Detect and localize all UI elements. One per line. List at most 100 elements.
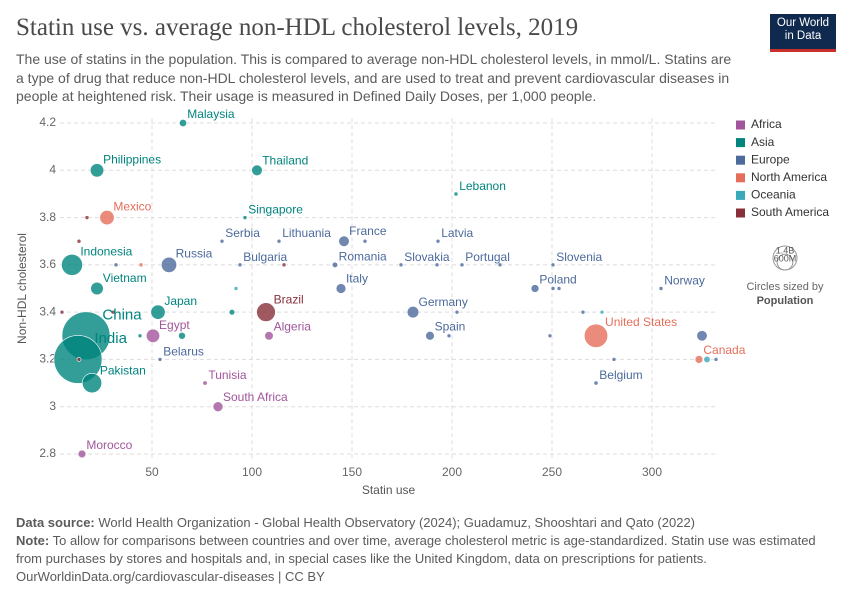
point-label: Russia xyxy=(176,246,213,260)
size-legend-variable: Population xyxy=(757,295,814,307)
point xyxy=(99,210,115,226)
legend-label: Oceania xyxy=(751,188,796,202)
legend-swatch xyxy=(736,190,745,200)
y-tick-label: 3.2 xyxy=(39,352,56,366)
point-label: Malaysia xyxy=(187,107,235,121)
chart: 2.8 3 3.2 3.4 3.6 3.8 4 4.2 50 100 150 200 250 300 Sta… xyxy=(15,107,829,497)
point xyxy=(256,302,276,322)
point xyxy=(446,333,452,339)
point-label: United States xyxy=(605,315,677,329)
point xyxy=(593,380,599,386)
x-tick-label: 200 xyxy=(442,465,462,479)
point-label: Norway xyxy=(664,273,705,287)
point-label: Romania xyxy=(339,249,387,263)
point xyxy=(454,309,460,315)
legend-swatch xyxy=(736,173,745,183)
source-label: Data source: xyxy=(16,515,95,530)
point-label: Portugal xyxy=(465,250,510,264)
point xyxy=(580,309,586,315)
point xyxy=(233,286,239,291)
y-tick-label: 3.4 xyxy=(39,304,56,318)
point xyxy=(599,309,605,315)
legend-label: South America xyxy=(751,205,829,219)
point-label: Morocco xyxy=(86,438,132,452)
point-label: China xyxy=(102,306,142,323)
point-label: Bulgaria xyxy=(243,250,287,264)
x-tick-label: 100 xyxy=(242,465,262,479)
point-label: Tunisia xyxy=(208,368,247,382)
point-label: Philippines xyxy=(103,152,161,166)
point-label: Mexico xyxy=(113,199,151,213)
point xyxy=(89,163,105,178)
logo[interactable]: Our World in Data xyxy=(770,14,836,52)
footer: Data source: World Health Organization -… xyxy=(16,514,836,586)
x-tick-label: 250 xyxy=(542,465,562,479)
y-tick-label: 4.2 xyxy=(39,115,56,129)
point xyxy=(178,331,186,340)
point xyxy=(398,262,404,268)
source: Data source: World Health Organization -… xyxy=(16,514,836,532)
point-label: Spain xyxy=(435,319,466,333)
point-label: Vietnam xyxy=(103,271,147,285)
point xyxy=(145,328,161,343)
point-label: Slovenia xyxy=(556,250,602,264)
url[interactable]: OurWorldinData.org/cardiovascular-diseas… xyxy=(16,569,325,584)
point xyxy=(77,449,87,459)
point-label: Lithuania xyxy=(282,226,331,240)
point xyxy=(76,238,82,244)
point-label: Canada xyxy=(703,343,745,357)
point xyxy=(703,355,711,363)
legend-swatch xyxy=(736,120,745,130)
point xyxy=(113,262,119,268)
point xyxy=(547,333,553,339)
point xyxy=(497,262,503,268)
legend-label: Africa xyxy=(751,117,782,131)
size-legend-title: Circles sized by xyxy=(746,281,824,293)
point xyxy=(425,331,435,341)
point xyxy=(228,308,236,316)
point-label: Poland xyxy=(539,272,576,286)
note-label: Note: xyxy=(16,533,50,548)
point xyxy=(453,191,459,197)
x-tick-label: 150 xyxy=(342,465,362,479)
point xyxy=(202,380,208,386)
point xyxy=(406,305,420,319)
point-label: Indonesia xyxy=(80,245,132,259)
size-legend-label: 1.4B xyxy=(776,245,795,255)
point-label: Pakistan xyxy=(100,363,146,377)
point xyxy=(434,262,440,268)
note: Note: To allow for comparisons between c… xyxy=(16,532,836,568)
point xyxy=(81,373,103,394)
point-label: Latvia xyxy=(441,226,473,240)
legend-label: Asia xyxy=(751,135,775,149)
y-tick-label: 3 xyxy=(49,399,56,413)
point-label: Singapore xyxy=(248,203,303,217)
x-tick-label: 300 xyxy=(642,465,662,479)
chart-subtitle: The use of statins in the population. Th… xyxy=(16,51,732,104)
y-tick-label: 3.6 xyxy=(39,257,56,271)
point xyxy=(110,309,116,315)
point xyxy=(276,238,282,244)
point xyxy=(219,238,225,244)
point xyxy=(150,304,166,320)
point-label: France xyxy=(349,224,387,238)
point xyxy=(76,357,82,362)
point xyxy=(90,281,104,296)
point xyxy=(583,323,609,348)
point xyxy=(435,238,441,244)
point-label: Brazil xyxy=(274,293,304,307)
point xyxy=(550,286,556,291)
point-label: Serbia xyxy=(225,226,260,240)
point xyxy=(242,215,248,220)
point xyxy=(335,283,347,294)
point xyxy=(157,357,163,362)
point xyxy=(59,309,65,315)
point-label: Belarus xyxy=(163,344,204,358)
legend-swatch xyxy=(736,138,745,148)
point-label: Thailand xyxy=(262,153,308,167)
point xyxy=(212,401,224,412)
logo-text: Our World xyxy=(776,17,830,29)
point xyxy=(61,254,83,276)
point xyxy=(264,331,274,341)
point xyxy=(161,256,177,273)
